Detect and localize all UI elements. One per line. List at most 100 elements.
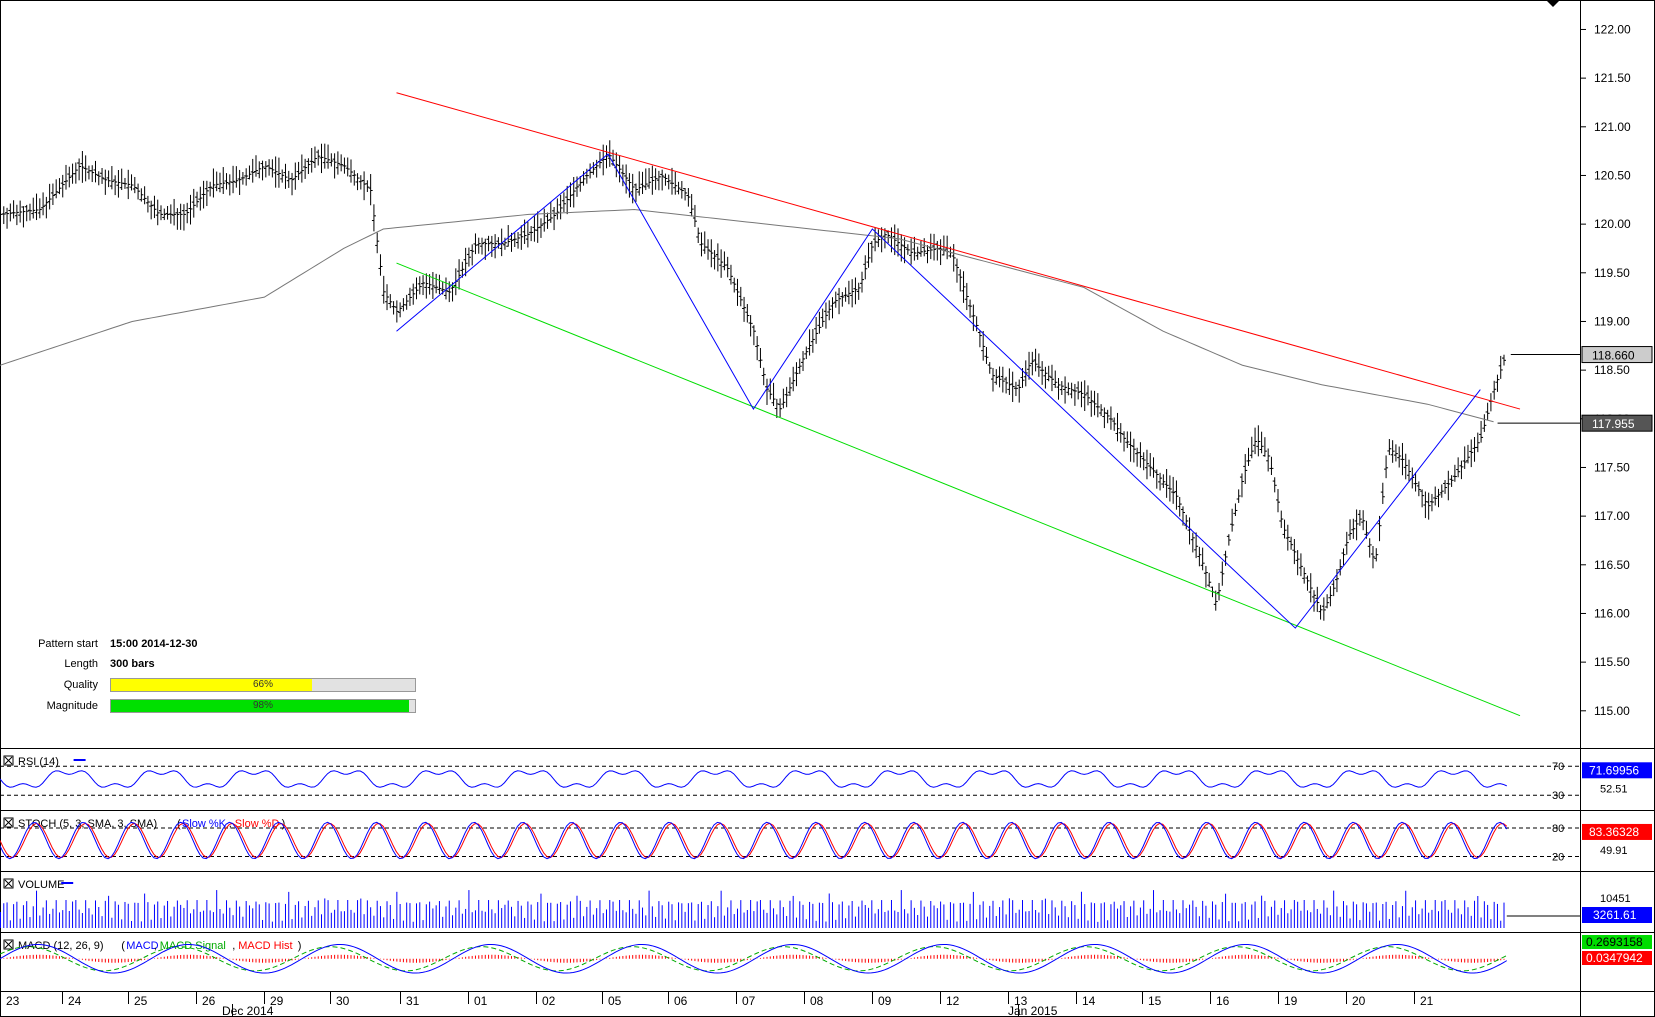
indicator-series-name: Slow %D (235, 818, 280, 830)
moving-average-line (0, 209, 1494, 423)
price-tick-label: 118.50 (1594, 363, 1630, 377)
indicator-value-box (1582, 907, 1652, 923)
price-tick-label: 122.00 (1594, 22, 1631, 36)
macd-line (0, 943, 1508, 974)
price-series (0, 140, 1507, 621)
time-tick-label: 20 (1352, 994, 1366, 1008)
indicator-title: MACD (12, 26, 9) (18, 940, 104, 952)
time-tick-label: 06 (674, 994, 688, 1008)
magnitude-bar: 98% (110, 699, 416, 713)
pattern-lines: 118.660 117.955 (396, 92, 1653, 717)
price-tick-label: 117.50 (1594, 460, 1630, 474)
time-tick-label: 29 (270, 994, 284, 1008)
indicator-paren: ) (282, 818, 286, 830)
indicator-sep: , (232, 940, 235, 952)
price-tick-label: 120.00 (1594, 217, 1631, 231)
time-tick-label: 09 (878, 994, 892, 1008)
time-tick-label: 01 (474, 994, 488, 1008)
pattern-start-value: 15:00 2014-12-30 (110, 638, 198, 650)
panel-close-icon (4, 940, 13, 949)
scroll-marker-icon[interactable] (1546, 0, 1560, 7)
time-tick-label: 31 (406, 994, 420, 1008)
quality-bar: 66% (110, 678, 416, 692)
quality-value: 66% (252, 679, 273, 690)
indicator-mid-value: 49.91 (1600, 845, 1628, 857)
price-tick-label: 119.00 (1594, 314, 1630, 328)
pattern-start-label: Pattern start (38, 638, 98, 650)
indicator-series-name: MACD Signal (160, 940, 226, 952)
time-tick-label: 30 (336, 994, 350, 1008)
time-tick-label: 14 (1082, 994, 1096, 1008)
last-price-label: 118.660 (1592, 349, 1635, 363)
price-tick-label: 116.00 (1594, 606, 1630, 620)
indicator-value-box (1582, 951, 1652, 965)
panel-close-icon (4, 879, 13, 888)
stoch-k-line (0, 821, 1508, 860)
time-tick-label: 25 (134, 994, 148, 1008)
quality-label: Quality (63, 679, 98, 691)
zigzag-line (396, 153, 1481, 629)
indicator-value-box (1582, 762, 1652, 779)
indicator-sep: , (154, 940, 157, 952)
indicator-series-name: MACD Hist (238, 940, 292, 952)
time-tick-label: 05 (608, 994, 622, 1008)
time-tick-label: 07 (742, 994, 756, 1008)
time-tick-label: 21 (1420, 994, 1434, 1008)
time-tick-label: 26 (202, 994, 216, 1008)
magnitude-label: Magnitude (46, 700, 98, 712)
indicator-value: 0.0347942 (1586, 951, 1643, 965)
length-label: Length (64, 658, 98, 670)
level-label: 80 (1552, 823, 1564, 835)
panel-close-icon (4, 756, 13, 765)
price-tick-label: 115.50 (1594, 655, 1630, 669)
time-tick-label: 02 (542, 994, 556, 1008)
indicator-value-box (1582, 935, 1652, 949)
last-price-box (1581, 346, 1653, 364)
time-tick-label: 13 (1014, 994, 1028, 1008)
time-tick-label: 15 (1148, 994, 1162, 1008)
indicator-title: VOLUME (18, 879, 64, 891)
price-tick-label: 120.50 (1594, 168, 1631, 182)
support-line (396, 262, 1521, 717)
indicator-value: 3261.61 (1593, 908, 1637, 922)
indicator-paren: ) (298, 940, 302, 952)
level-label: 30 (1552, 790, 1564, 802)
indicator-mid-value: 52.51 (1600, 783, 1628, 795)
indicator-series-name: Slow %K (182, 818, 227, 830)
indicator-value-box (1582, 823, 1652, 840)
price-axis: 122.00 121.50 121.00 120.50 120.00 119.50 119.… (1580, 22, 1631, 718)
price-tick-label: 117.00 (1594, 509, 1630, 523)
level-label: 20 (1552, 851, 1564, 863)
month-label: Jan 2015 (1008, 1004, 1058, 1017)
price-tick-label: 121.00 (1594, 120, 1631, 134)
time-tick-label: 08 (810, 994, 824, 1008)
magnitude-bar-fill (111, 700, 409, 712)
indicator-paren: ( (177, 818, 181, 830)
indicator-series-name: MACD (126, 940, 158, 952)
indicator-value: 83.36328 (1589, 825, 1639, 839)
indicator-paren: ( (121, 940, 125, 952)
indicator-title: RSI (14) (18, 756, 59, 768)
time-axis: 23 24 25 26 29 30 31 01 02 05 06 07 08 09 12 13 14 15 16 19… (0, 992, 1434, 1017)
quality-bar-fill (111, 679, 312, 691)
rsi-line (0, 770, 1507, 788)
time-tick-label: 19 (1284, 994, 1298, 1008)
time-tick-label: 16 (1216, 994, 1230, 1008)
resistance-line (396, 92, 1521, 410)
level-label: 70 (1552, 761, 1564, 773)
indicator-value: 71.69956 (1589, 763, 1639, 777)
price-tick-label: 121.50 (1594, 71, 1631, 85)
stoch-d-line (0, 822, 1508, 859)
panel-close-icon (4, 818, 13, 827)
time-tick-label: 24 (68, 994, 82, 1008)
time-tick-label: 12 (946, 994, 960, 1008)
month-label: Dec 2014 (222, 1004, 274, 1017)
price-tick-label: 115.00 (1594, 704, 1630, 718)
magnitude-value: 98% (252, 700, 273, 711)
indicator-value: 0.2693158 (1586, 935, 1643, 949)
length-value: 300 bars (110, 658, 155, 670)
ma-value-box (1581, 414, 1653, 432)
